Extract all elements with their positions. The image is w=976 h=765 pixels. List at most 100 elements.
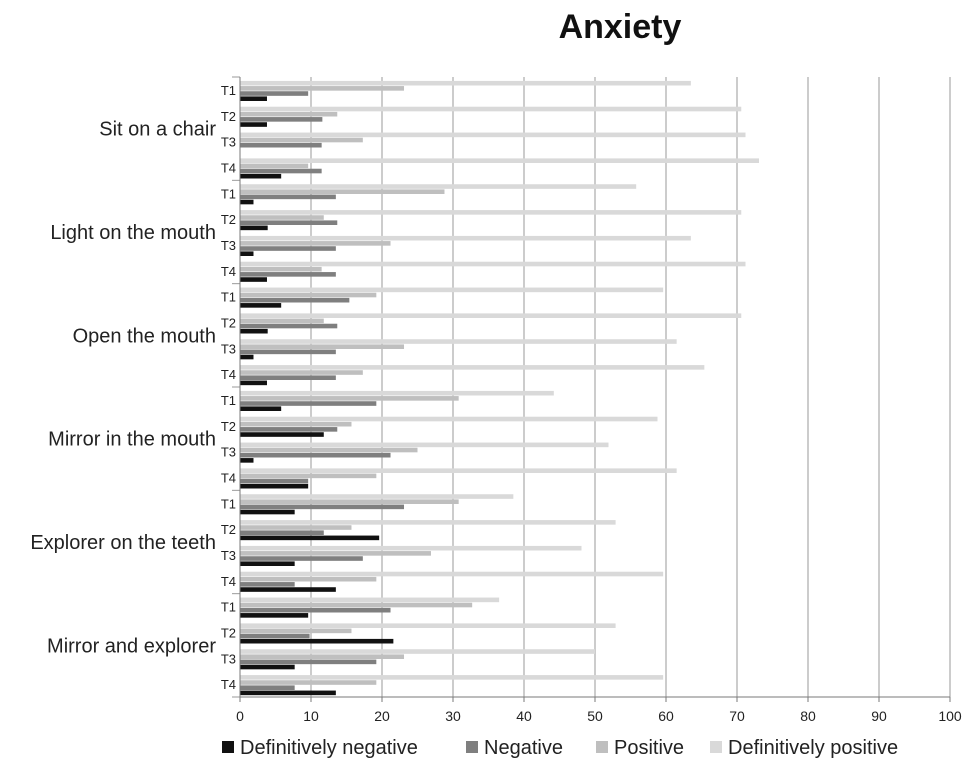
bar-mirror-in-the-mouth-t2-definitively-positive (240, 416, 658, 422)
bar-mirror-and-explorer-t3-positive (240, 654, 405, 659)
legend: Definitively negative Negative Positive Def… (222, 737, 898, 759)
bar-explorer-on-the-teeth-t1-definitively-negative (240, 509, 295, 515)
bar-sit-on-a-chair-t3-definitively-positive (240, 132, 746, 138)
bar-explorer-on-the-teeth-t2-definitively-negative (240, 535, 380, 541)
bar-light-on-the-mouth-t4-definitively-positive (240, 261, 746, 267)
time-label-explorer-on-the-teeth-t2: T2 (221, 522, 236, 537)
bar-sit-on-a-chair-t3-negative (240, 142, 322, 148)
bar-explorer-on-the-teeth-t2-negative (240, 530, 324, 535)
time-label-open-the-mouth-t4: T4 (221, 367, 236, 382)
bar-light-on-the-mouth-t1-definitively-positive (240, 184, 637, 189)
bar-sit-on-a-chair-t4-definitively-negative (240, 173, 282, 179)
bar-mirror-in-the-mouth-t4-positive (240, 473, 377, 479)
time-label-sit-on-a-chair-t1: T1 (221, 83, 236, 98)
legend-label-negative: Negative (484, 737, 563, 759)
bar-mirror-and-explorer-t1-positive (240, 602, 473, 608)
time-label-explorer-on-the-teeth-t1: T1 (221, 496, 236, 511)
bar-explorer-on-the-teeth-t4-definitively-negative (240, 587, 336, 592)
legend-swatch-definitively-negative (222, 741, 234, 753)
group-label-mirror-in-the-mouth: Mirror in the mouth (48, 429, 216, 451)
x-tick-label-100: 100 (938, 708, 962, 724)
bar-light-on-the-mouth-t4-definitively-negative (240, 277, 267, 282)
group-label-sit-on-a-chair: Sit on a chair (99, 119, 216, 141)
x-tick-label-60: 60 (658, 708, 674, 724)
bar-explorer-on-the-teeth-t1-negative (240, 504, 405, 510)
bar-open-the-mouth-t3-definitively-positive (240, 339, 677, 344)
bar-light-on-the-mouth-t3-definitively-negative (240, 251, 254, 256)
group-label-light-on-the-mouth: Light on the mouth (50, 222, 216, 244)
bar-sit-on-a-chair-t2-positive (240, 111, 338, 117)
time-label-open-the-mouth-t3: T3 (221, 341, 236, 356)
bar-light-on-the-mouth-t3-negative (240, 246, 336, 251)
y-labels: T1 T2 T3 T4 Sit on a chair T1 T2 T3 T4 Light on t… (30, 83, 236, 692)
bar-mirror-in-the-mouth-t4-definitively-positive (240, 468, 677, 473)
time-label-mirror-in-the-mouth-t4: T4 (221, 470, 236, 485)
time-label-mirror-and-explorer-t4: T4 (221, 677, 236, 692)
x-tick-label-70: 70 (729, 708, 745, 724)
bar-sit-on-a-chair-t1-definitively-negative (240, 96, 267, 101)
bar-explorer-on-the-teeth-t3-definitively-negative (240, 561, 295, 566)
bar-explorer-on-the-teeth-t3-negative (240, 556, 363, 561)
time-label-mirror-and-explorer-t1: T1 (221, 600, 236, 615)
legend-swatch-positive (596, 741, 608, 753)
x-tick-label-0: 0 (236, 708, 244, 724)
time-label-sit-on-a-chair-t2: T2 (221, 109, 236, 124)
bar-light-on-the-mouth-t2-definitively-negative (240, 225, 268, 231)
bar-mirror-in-the-mouth-t1-definitively-positive (240, 390, 554, 396)
bar-light-on-the-mouth-t1-positive (240, 189, 445, 194)
bar-open-the-mouth-t3-definitively-negative (240, 354, 254, 360)
bar-open-the-mouth-t4-definitively-negative (240, 380, 267, 386)
bar-sit-on-a-chair-t1-positive (240, 86, 405, 91)
gridlines (310, 77, 951, 697)
bar-mirror-and-explorer-t2-definitively-negative (240, 638, 394, 644)
bar-mirror-in-the-mouth-t3-positive (240, 447, 418, 453)
bar-mirror-in-the-mouth-t2-positive (240, 421, 352, 427)
bar-open-the-mouth-t3-negative (240, 349, 336, 355)
time-label-light-on-the-mouth-t4: T4 (221, 264, 236, 279)
bar-open-the-mouth-t1-definitively-negative (240, 303, 282, 308)
bar-explorer-on-the-teeth-t4-positive (240, 576, 377, 582)
bar-open-the-mouth-t2-definitively-negative (240, 328, 268, 334)
bar-light-on-the-mouth-t2-definitively-positive (240, 210, 742, 215)
bar-open-the-mouth-t2-positive (240, 318, 324, 324)
bar-sit-on-a-chair-t3-positive (240, 137, 363, 143)
x-tick-label-10: 10 (303, 708, 319, 724)
chart-title: Anxiety (559, 8, 682, 46)
bar-light-on-the-mouth-t2-positive (240, 215, 324, 220)
bar-sit-on-a-chair-t2-negative (240, 117, 323, 122)
time-label-open-the-mouth-t1: T1 (221, 290, 236, 305)
x-tick-label-90: 90 (871, 708, 887, 724)
time-label-explorer-on-the-teeth-t3: T3 (221, 548, 236, 563)
x-tick-labels: 0 10 20 30 40 50 60 70 80 90 100 (236, 708, 962, 724)
group-label-explorer-on-the-teeth: Explorer on the teeth (30, 532, 216, 554)
bar-explorer-on-the-teeth-t1-positive (240, 499, 459, 504)
legend-label-definitively-positive: Definitively positive (728, 737, 898, 759)
bar-sit-on-a-chair-t2-definitively-positive (240, 106, 742, 112)
bar-explorer-on-the-teeth-t4-definitively-positive (240, 571, 664, 577)
bar-mirror-in-the-mouth-t3-definitively-positive (240, 442, 609, 448)
x-tick-label-50: 50 (587, 708, 603, 724)
bar-open-the-mouth-t1-definitively-positive (240, 287, 664, 293)
bar-light-on-the-mouth-t4-positive (240, 266, 322, 272)
bar-mirror-and-explorer-t3-negative (240, 659, 377, 665)
bar-sit-on-a-chair-t2-definitively-negative (240, 122, 267, 127)
bar-mirror-in-the-mouth-t4-definitively-negative (240, 483, 309, 489)
legend-label-definitively-negative: Definitively negative (240, 737, 418, 759)
bar-sit-on-a-chair-t4-definitively-positive (240, 158, 760, 163)
bar-explorer-on-the-teeth-t3-positive (240, 551, 431, 556)
x-tick-label-20: 20 (374, 708, 390, 724)
bar-mirror-in-the-mouth-t3-negative (240, 452, 391, 458)
bar-mirror-in-the-mouth-t2-definitively-negative (240, 432, 324, 437)
time-label-open-the-mouth-t2: T2 (221, 315, 236, 330)
legend-swatch-negative (466, 741, 478, 753)
time-label-explorer-on-the-teeth-t4: T4 (221, 574, 236, 589)
bar-mirror-in-the-mouth-t3-definitively-negative (240, 458, 254, 463)
time-label-light-on-the-mouth-t3: T3 (221, 238, 236, 253)
group-label-mirror-and-explorer: Mirror and explorer (47, 635, 216, 657)
bar-mirror-in-the-mouth-t1-negative (240, 401, 377, 406)
bar-mirror-and-explorer-t2-negative (240, 633, 310, 639)
time-label-sit-on-a-chair-t4: T4 (221, 160, 236, 175)
axes (232, 76, 951, 702)
